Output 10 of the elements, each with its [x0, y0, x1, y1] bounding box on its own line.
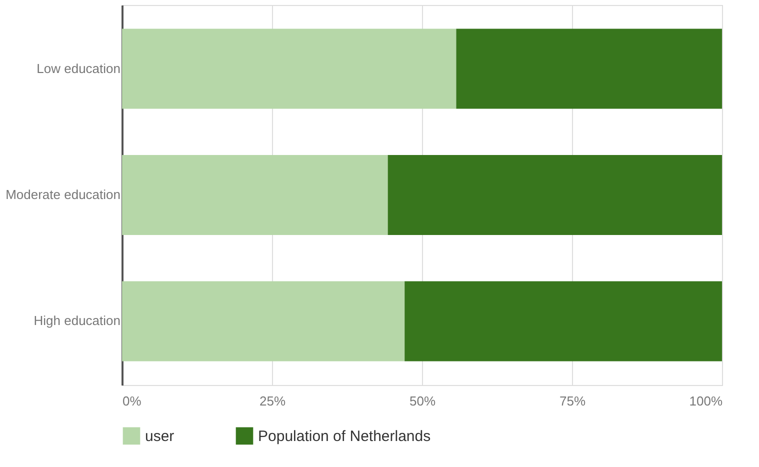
- x-tick-label: 50%: [409, 394, 436, 408]
- y-tick-label: Low education: [36, 60, 120, 76]
- x-tick-label: 25%: [259, 394, 286, 408]
- y-tick-label: Moderate education: [6, 187, 120, 202]
- legend-label: user: [145, 428, 174, 445]
- legend-label: Population of Netherlands: [258, 428, 431, 445]
- x-tick-label: 100%: [689, 394, 723, 408]
- x-tick-label: 0%: [122, 394, 142, 408]
- x-tick-label: 75%: [559, 394, 586, 408]
- y-tick-label: High education: [34, 313, 120, 328]
